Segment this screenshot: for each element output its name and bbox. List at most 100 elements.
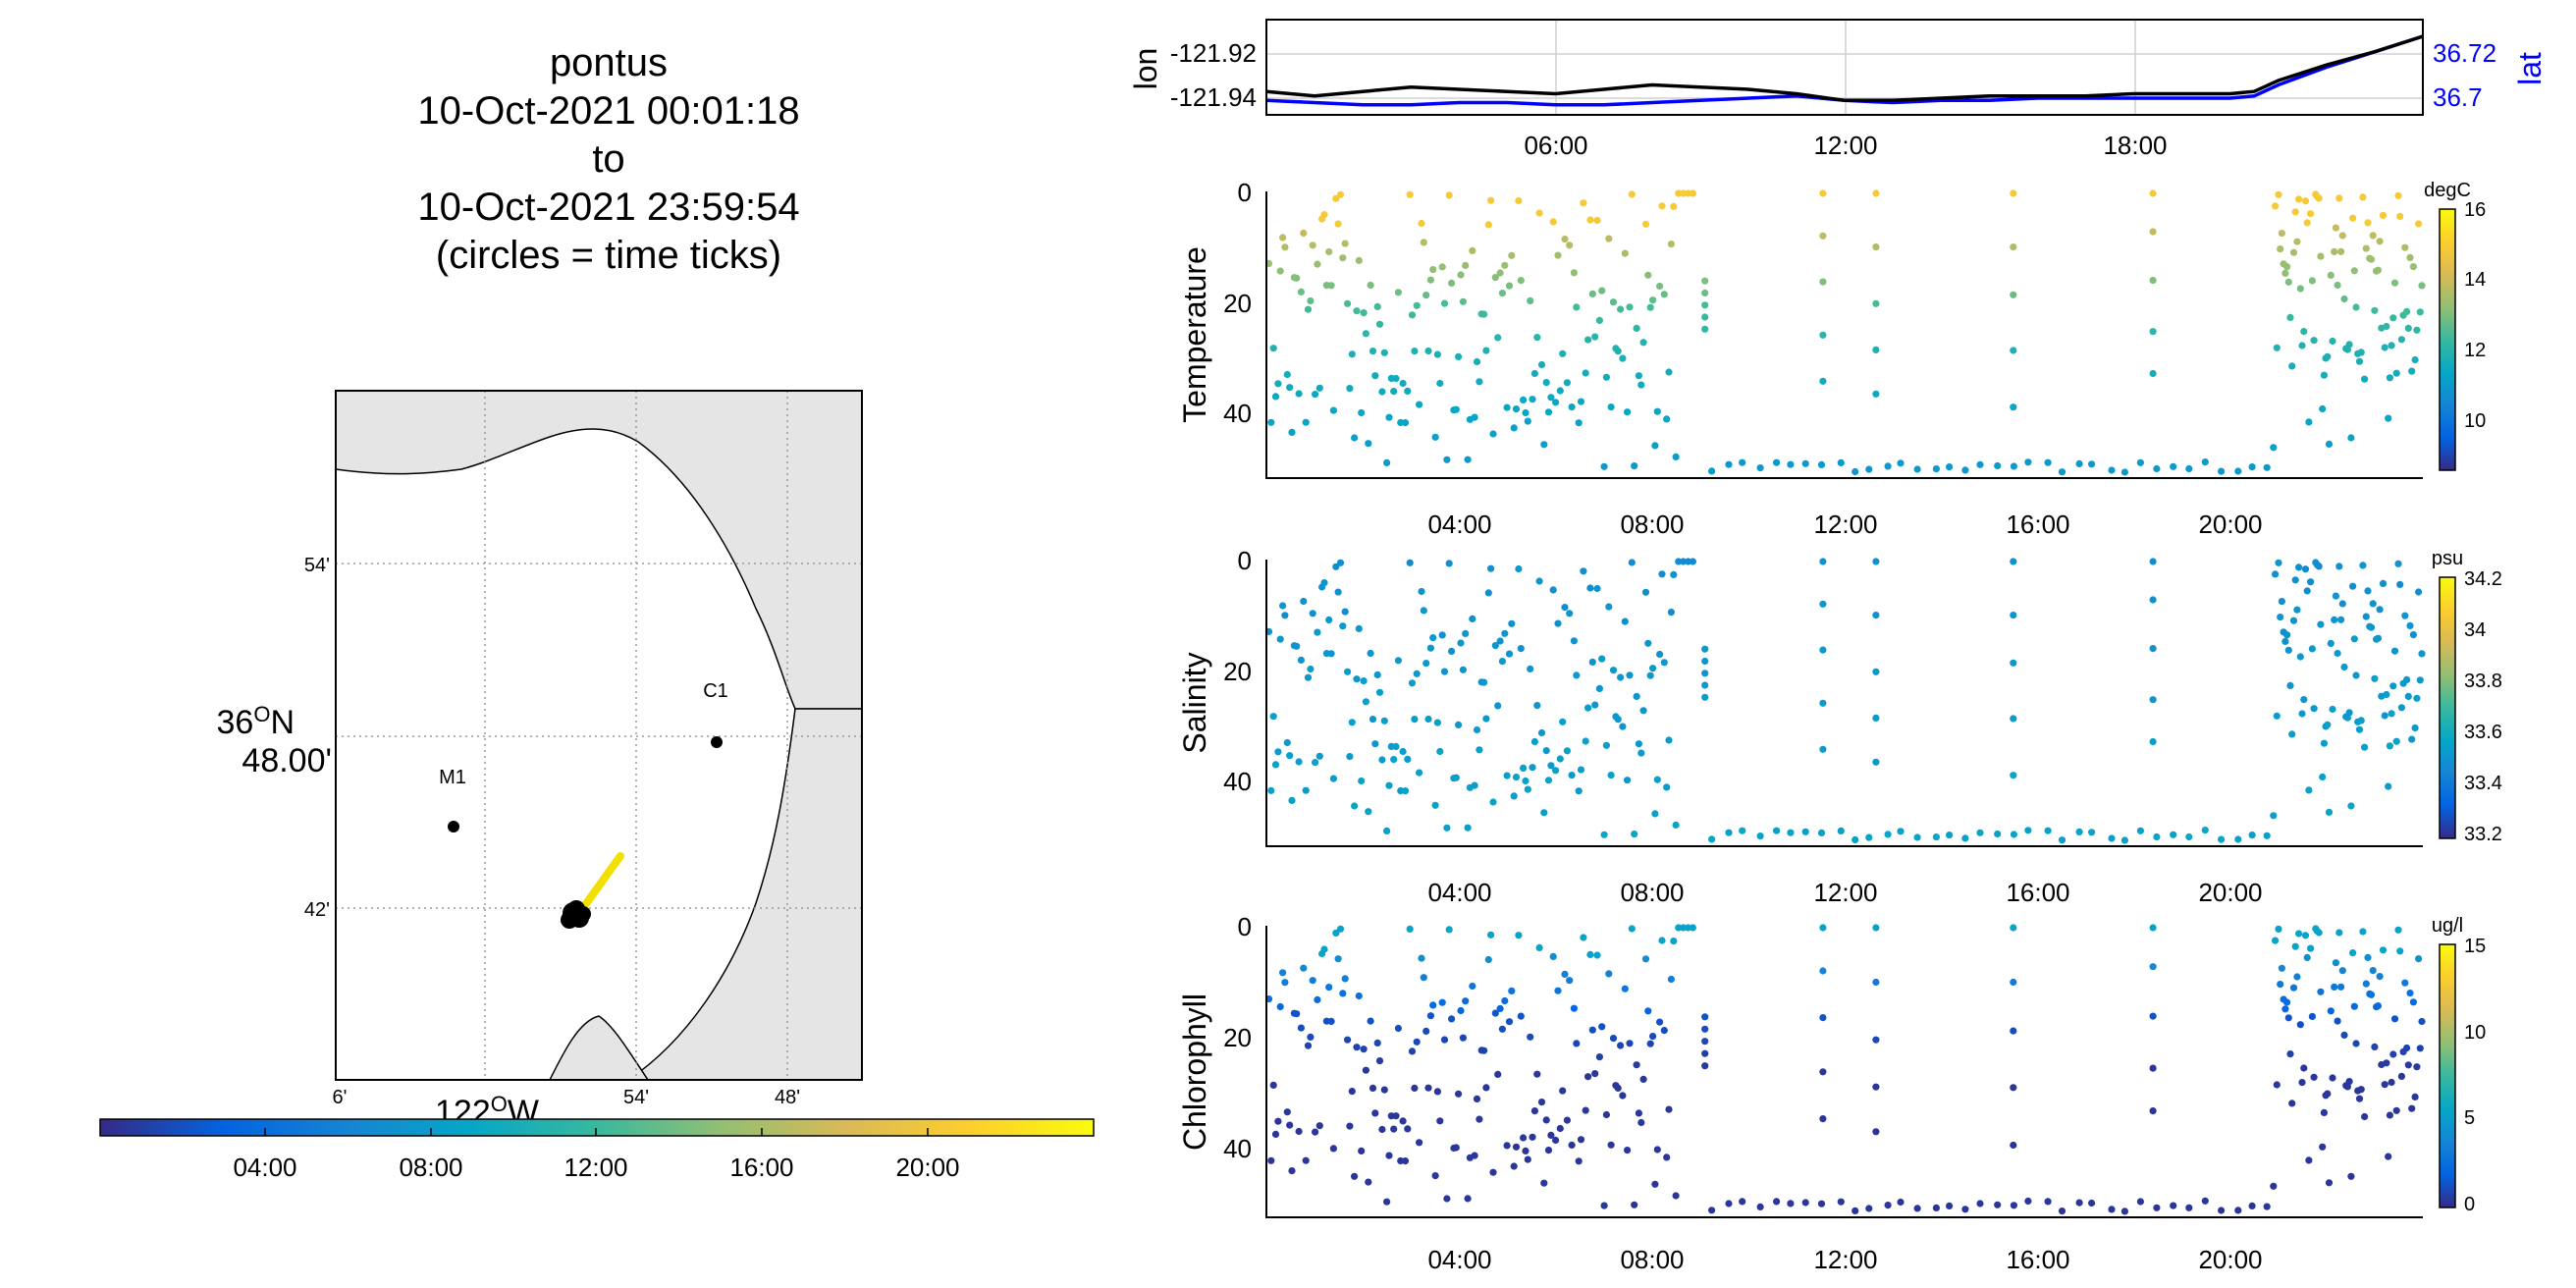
salinity-point-64 <box>1413 670 1421 677</box>
temperature-point-154 <box>1621 249 1629 257</box>
temperature-point-232 <box>2010 189 2017 197</box>
temperature-colorbar <box>2439 208 2456 471</box>
chlorophyll-point-196 <box>1865 1205 1873 1212</box>
salinity-point-202 <box>1961 834 1969 842</box>
temperature-point-109 <box>1517 277 1525 285</box>
chlorophyll-point-300 <box>2367 991 2376 998</box>
chlorophyll-point-105 <box>1508 987 1516 995</box>
chlorophyll-point-208 <box>2058 1208 2066 1215</box>
salinity-point-110 <box>1520 764 1528 773</box>
salinity-point-311 <box>2386 742 2393 750</box>
temperature-point-165 <box>1646 303 1654 311</box>
salinity-point-40 <box>1358 777 1366 785</box>
chlorophyll-point-321 <box>2403 1044 2411 1052</box>
temperature-point-126 <box>1556 387 1564 395</box>
chlorophyll-point-41 <box>1360 1046 1368 1053</box>
temperature-point-281 <box>2335 194 2343 202</box>
temperature-point-141 <box>1591 333 1599 341</box>
chlorophyll-point-244 <box>2273 1081 2281 1089</box>
temperature-point-28 <box>1329 406 1337 414</box>
salinity-point-262 <box>2303 587 2311 595</box>
salinity-point-24 <box>1320 579 1328 587</box>
chlorophyll-point-27 <box>1327 1017 1335 1025</box>
temperature-point-259 <box>2298 342 2306 349</box>
time-colorbar-tick-1200: 12:00 <box>564 1153 627 1182</box>
salinity-point-307 <box>2379 579 2388 588</box>
salinity-point-15 <box>1300 597 1308 606</box>
chlorophyll-point-245 <box>2275 925 2282 934</box>
salinity-point-128 <box>1561 604 1569 612</box>
temperature-point-230 <box>1872 346 1880 353</box>
chlorophyll-point-115 <box>1530 1107 1538 1115</box>
temperature-point-277 <box>2329 337 2336 346</box>
salinity-point-130 <box>1566 610 1574 617</box>
temperature-point-127 <box>1559 349 1567 357</box>
temperature-xtick-0800: 08:00 <box>1620 510 1684 539</box>
chlorophyll-point-271 <box>2319 1143 2327 1151</box>
temperature-point-71 <box>1429 266 1437 274</box>
temperature-point-251 <box>2284 278 2292 286</box>
salinity-point-180 <box>1689 558 1696 565</box>
salinity-point-237 <box>2149 558 2157 565</box>
salinity-point-161 <box>1637 749 1645 757</box>
salinity-point-100 <box>1496 637 1504 645</box>
temperature-point-78 <box>1445 191 1453 199</box>
map-lat-label-center: 36ON 48.00' <box>216 702 332 779</box>
chlorophyll-point-239 <box>2149 1012 2157 1020</box>
chlorophyll-point-278 <box>2331 983 2338 992</box>
salinity-point-196 <box>1865 833 1873 841</box>
temperature-point-305 <box>2376 238 2384 245</box>
chlorophyll-point-58 <box>1399 1117 1407 1125</box>
salinity-point-66 <box>1418 587 1425 596</box>
temperature-point-173 <box>1665 368 1673 376</box>
temperature-point-124 <box>1552 399 1560 406</box>
salinity-point-88 <box>1469 615 1476 623</box>
chlorophyll-point-302 <box>2371 1043 2379 1050</box>
temperature-point-129 <box>1563 379 1571 387</box>
salinity-point-91 <box>1476 746 1483 754</box>
salinity-point-36 <box>1348 719 1356 726</box>
salinity-point-14 <box>1297 656 1305 665</box>
chlorophyll-point-224 <box>1819 1014 1827 1022</box>
salinity-point-109 <box>1517 645 1525 653</box>
chlorophyll-xtick-1200: 12:00 <box>1813 1245 1877 1274</box>
salinity-point-174 <box>1667 609 1675 617</box>
salinity-point-34 <box>1344 668 1352 675</box>
salinity-point-46 <box>1371 740 1379 748</box>
lonlat-xtick-1800: 18:00 <box>2103 131 2167 160</box>
temperature-point-62 <box>1408 311 1417 319</box>
temperature-point-64 <box>1413 301 1421 309</box>
salinity-point-238 <box>2149 596 2157 604</box>
chlorophyll-point-88 <box>1469 982 1476 991</box>
salinity-point-293 <box>2355 725 2364 733</box>
salinity-point-170 <box>1658 570 1666 578</box>
salinity-point-10 <box>1288 796 1296 805</box>
salinity-point-219 <box>2234 835 2242 843</box>
chlorophyll-point-81 <box>1452 1144 1460 1152</box>
chlorophyll-point-19 <box>1309 977 1316 985</box>
chlorophyll-point-182 <box>1701 1025 1709 1033</box>
time-colorbar-tick-1600: 16:00 <box>729 1153 793 1182</box>
temperature-point-38 <box>1353 307 1361 315</box>
temperature-point-5 <box>1276 267 1284 275</box>
temperature-point-301 <box>2369 232 2377 240</box>
temperature-point-162 <box>1639 339 1647 347</box>
temperature-point-215 <box>2170 462 2177 470</box>
salinity-point-163 <box>1641 588 1650 596</box>
chlorophyll-point-280 <box>2334 1017 2341 1025</box>
temperature-point-89 <box>1471 413 1478 421</box>
salinity-point-288 <box>2347 802 2355 810</box>
temperature-point-175 <box>1670 202 1678 210</box>
salinity-ytick-20: 20 <box>1223 657 1252 686</box>
chlorophyll-point-29 <box>1332 929 1340 938</box>
salinity-point-322 <box>2404 692 2412 701</box>
salinity-point-302 <box>2371 674 2379 682</box>
salinity-point-135 <box>1577 766 1585 774</box>
temperature-point-291 <box>2352 303 2360 311</box>
salinity-point-71 <box>1429 634 1437 642</box>
chlorophyll-point-40 <box>1358 1147 1366 1154</box>
temperature-point-311 <box>2386 374 2393 382</box>
temperature-point-167 <box>1651 442 1659 450</box>
chlorophyll-point-125 <box>1554 987 1562 994</box>
temperature-point-186 <box>1708 467 1716 475</box>
